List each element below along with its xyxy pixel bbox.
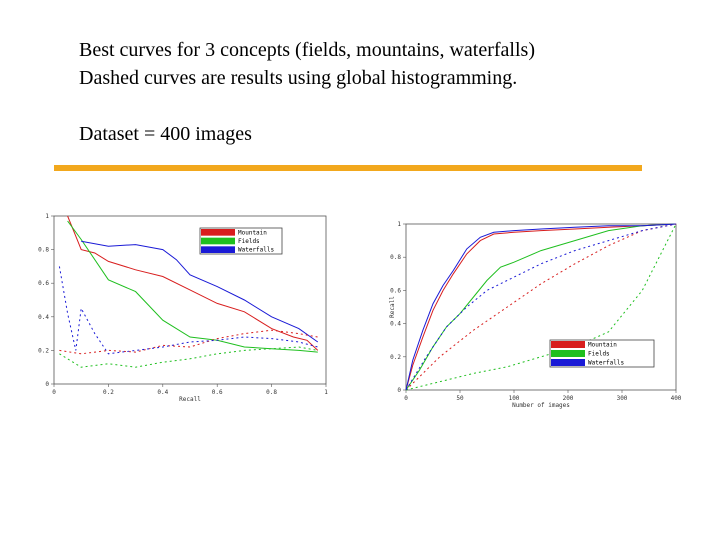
- caption-line-3: Dataset = 400 images: [79, 123, 252, 145]
- legend-label: Fields: [238, 238, 260, 245]
- series-waterfalls-dashed: [58, 266, 318, 355]
- x-tick-label: 50: [456, 395, 464, 402]
- x-tick-label: 0: [52, 389, 56, 396]
- legend-label: Mountain: [238, 229, 267, 236]
- legend-swatch: [551, 341, 585, 348]
- recall-vs-images-chart: 0 50 100 200 300 400 0 0.2 0.4 0.6 0.8 1 Number of i…: [389, 221, 682, 409]
- y-tick-label: 0.2: [390, 354, 401, 361]
- x-tick-label: 200: [563, 395, 574, 402]
- y-tick-label: 0.6: [390, 287, 401, 294]
- series-mountain-solid: [405, 223, 677, 391]
- legend-swatch: [551, 359, 585, 366]
- divider-rule: [54, 165, 642, 171]
- y-tick-label: 0.4: [390, 321, 401, 328]
- series-mountain-dashed: [405, 223, 677, 391]
- caption-line-1: Best curves for 3 concepts (fields, moun…: [79, 39, 535, 61]
- caption-spacer: [79, 92, 535, 120]
- series-fields-solid: [405, 223, 677, 391]
- y-tick-label: 0.8: [38, 247, 49, 254]
- series-mountain-dashed: [59, 329, 318, 355]
- series-fields-dashed: [59, 346, 318, 368]
- legend-swatch: [201, 229, 235, 236]
- caption-line-2: Dashed curves are results using global h…: [79, 67, 518, 89]
- x-axis-label: Number of images: [512, 402, 570, 409]
- series-fields-solid: [67, 220, 318, 353]
- x-tick-label: 300: [617, 395, 628, 402]
- series-waterfalls-solid: [405, 223, 677, 391]
- x-tick-label: 0.2: [103, 389, 114, 396]
- legend-label: Waterfalls: [588, 360, 625, 367]
- legend-label: Mountain: [588, 342, 617, 349]
- x-tick-label: 100: [509, 395, 520, 402]
- legend-label: Waterfalls: [238, 247, 275, 254]
- legend-label: Fields: [588, 351, 610, 358]
- precision-recall-chart: 0 0.2 0.4 0.6 0.8 1 0 0.2 0.4 0.6 0.8 1 Recall Mounta…: [38, 213, 328, 403]
- y-tick-label: 0.6: [38, 280, 49, 287]
- y-tick-label: 0.2: [38, 347, 49, 354]
- series-waterfalls-solid: [81, 240, 319, 343]
- x-tick-label: 400: [671, 395, 682, 402]
- x-tick-label: 1: [324, 389, 328, 396]
- legend-swatch: [551, 350, 585, 357]
- y-tick-label: 0.8: [390, 254, 401, 261]
- legend-swatch: [201, 237, 235, 245]
- y-tick-label: 1: [45, 213, 49, 220]
- x-tick-label: 0: [404, 395, 408, 402]
- series-fields-dashed: [405, 223, 677, 391]
- x-tick-label: 0.4: [157, 389, 168, 396]
- x-tick-label: 0.8: [266, 389, 277, 396]
- series-mountain-solid: [67, 215, 319, 351]
- legend-swatch: [201, 246, 235, 253]
- y-axis-label: Recall: [389, 296, 396, 318]
- y-tick-label: 0: [45, 381, 49, 388]
- x-axis-label: Recall: [179, 396, 201, 403]
- y-tick-label: 1: [397, 221, 401, 228]
- slide-caption: Best curves for 3 concepts (fields, moun…: [79, 36, 535, 148]
- y-tick-label: 0: [397, 387, 401, 394]
- y-tick-label: 0.4: [38, 314, 49, 321]
- x-tick-label: 0.6: [212, 389, 223, 396]
